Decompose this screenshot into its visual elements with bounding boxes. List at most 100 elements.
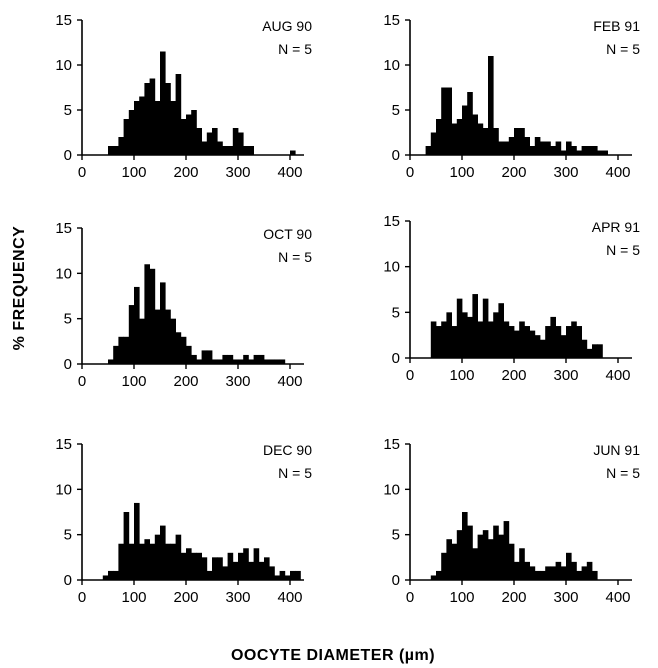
x-tick-label: 400 <box>277 589 302 606</box>
histogram-bar <box>508 543 515 580</box>
histogram-bar <box>540 339 546 358</box>
histogram-bar <box>175 332 182 364</box>
panel-date-label: APR 91 <box>592 219 640 235</box>
histogram-bar <box>550 316 556 358</box>
histogram-bar <box>222 566 228 580</box>
x-axis-title-text: OOCYTE DIAMETER <box>231 647 399 664</box>
y-tick-label: 5 <box>392 527 400 544</box>
panel-n-label: N = 5 <box>278 249 312 265</box>
x-tick-label: 100 <box>121 164 146 181</box>
histogram-bar <box>540 141 546 155</box>
histogram-bar <box>201 350 208 364</box>
histogram-bar <box>467 92 473 155</box>
histogram-bar <box>524 561 530 580</box>
histogram-bar <box>165 83 171 155</box>
panel-n-label: N = 5 <box>606 242 640 258</box>
histogram-bar <box>446 539 452 580</box>
histogram-bar <box>295 570 301 580</box>
x-tick-label: 0 <box>78 164 86 181</box>
histogram-bar <box>279 359 286 364</box>
histogram-bar <box>186 345 192 364</box>
histogram-bar <box>586 146 593 155</box>
histogram-bar <box>165 543 171 580</box>
histogram-bar <box>269 359 275 364</box>
histogram-bar <box>186 114 192 155</box>
x-tick-label: 200 <box>501 367 526 384</box>
histogram-bar <box>503 521 510 580</box>
histogram-bar <box>290 150 296 155</box>
histogram-bar <box>560 150 567 155</box>
histogram-bar <box>534 137 541 155</box>
histogram-panel: 0 100 200 300 400 0 5 10 15 DEC 90 N = 5 <box>55 436 312 606</box>
histogram-bar <box>472 114 478 155</box>
x-axis-title-unit: (µm) <box>399 647 435 664</box>
x-tick-label: 300 <box>553 164 578 181</box>
y-tick-label: 0 <box>392 350 400 367</box>
x-tick-label: 400 <box>605 164 630 181</box>
histogram-bar <box>519 128 525 155</box>
histogram-bar <box>566 141 572 155</box>
histogram-bar <box>456 119 463 155</box>
histogram-bar <box>238 132 244 155</box>
histogram-bar <box>118 336 124 364</box>
histogram-bar <box>170 318 176 364</box>
histogram-bar <box>430 575 437 580</box>
y-tick-label: 5 <box>64 311 72 328</box>
x-tick-label: 300 <box>553 589 578 606</box>
x-tick-label: 0 <box>78 589 86 606</box>
histogram-bar <box>154 101 161 155</box>
histogram-bar <box>519 548 525 580</box>
histogram-bar <box>498 303 504 358</box>
x-tick-label: 100 <box>449 164 474 181</box>
histogram-bar <box>571 321 577 358</box>
panel-n-label: N = 5 <box>278 41 312 57</box>
histogram-bar <box>545 566 551 580</box>
y-tick-label: 0 <box>64 356 72 373</box>
histogram-bar <box>514 128 520 155</box>
histogram-bar <box>571 146 577 155</box>
histogram-bar <box>217 141 223 155</box>
y-tick-label: 15 <box>55 220 72 237</box>
histogram-bar <box>222 146 228 155</box>
histogram-bar <box>175 74 182 155</box>
y-tick-label: 15 <box>383 12 400 29</box>
histogram-bar <box>581 566 588 580</box>
histogram-bar <box>123 119 130 155</box>
x-tick-label: 100 <box>121 373 146 390</box>
histogram-bar <box>566 326 572 358</box>
x-tick-label: 200 <box>173 164 198 181</box>
histogram-bar <box>576 150 582 155</box>
histogram-bar <box>592 146 598 155</box>
y-tick-label: 5 <box>392 102 400 119</box>
histogram-bar <box>165 309 171 364</box>
x-tick-label: 300 <box>225 373 250 390</box>
histogram-bar <box>482 298 489 358</box>
y-tick-label: 10 <box>55 481 72 498</box>
panel-date-label: DEC 90 <box>263 442 312 458</box>
histogram-bar <box>498 141 504 155</box>
histogram-bar <box>540 570 546 580</box>
histogram-bar <box>472 548 478 580</box>
histogram-bar <box>529 566 536 580</box>
histogram-bar <box>102 575 109 580</box>
histogram-bar <box>227 552 234 580</box>
panel-date-label: AUG 90 <box>262 18 312 34</box>
x-tick-label: 100 <box>449 367 474 384</box>
histogram-bar <box>524 137 530 155</box>
histogram-panel: 0 100 200 300 400 0 5 10 15 AUG 90 N = 5 <box>55 12 312 181</box>
histogram-bar <box>451 123 458 155</box>
histogram-bar <box>134 286 140 364</box>
histogram-bar <box>139 543 145 580</box>
y-tick-label: 15 <box>383 436 400 453</box>
y-tick-label: 5 <box>392 304 400 321</box>
x-tick-label: 100 <box>121 589 146 606</box>
x-tick-label: 300 <box>553 367 578 384</box>
x-tick-label: 300 <box>225 164 250 181</box>
histogram-bar <box>529 330 536 358</box>
histogram-bar <box>201 141 208 155</box>
histogram-bar <box>503 141 510 155</box>
histogram-bar <box>217 359 223 364</box>
x-tick-label: 0 <box>78 373 86 390</box>
histogram-bar <box>222 354 228 364</box>
histogram-bar <box>108 146 114 155</box>
